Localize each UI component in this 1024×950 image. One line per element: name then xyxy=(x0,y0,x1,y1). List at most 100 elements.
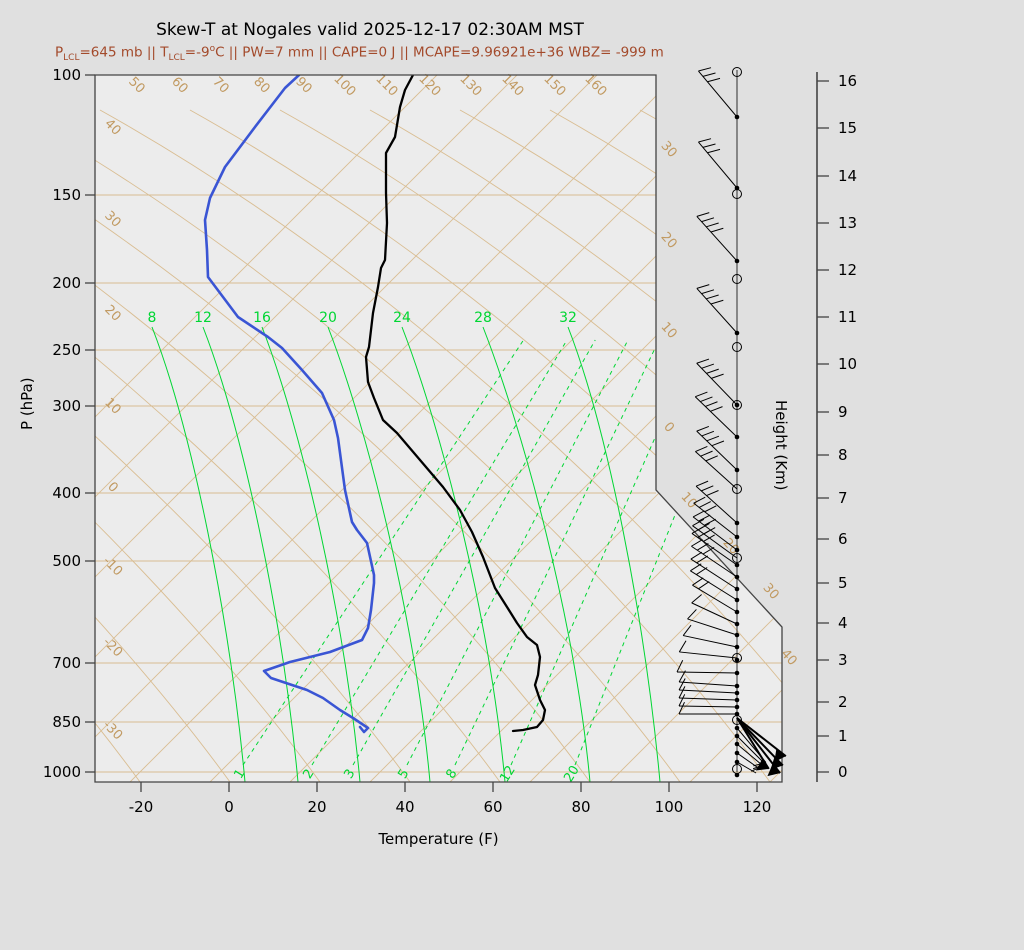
mixing-ratio-label: 20 xyxy=(561,763,582,785)
dry-adiabat-line xyxy=(189,109,782,782)
wind-station-dot xyxy=(734,741,740,747)
wind-barb xyxy=(678,640,738,659)
wind-station-dot xyxy=(734,621,740,627)
plot-frame xyxy=(94,74,783,783)
dry-adiabat-line xyxy=(95,109,231,782)
isotherm-line xyxy=(289,75,782,782)
dry-adiabat-line xyxy=(95,109,501,782)
height-tick-label: 3 xyxy=(838,651,848,669)
wind-station-circle xyxy=(732,553,742,563)
isotherm-line xyxy=(769,75,782,782)
dry-adiabat-line xyxy=(99,109,782,782)
isotherm-line xyxy=(449,75,782,782)
chart-title: Skew-T at Nogales valid 2025-12-17 02:30… xyxy=(156,20,584,40)
adiabat-label-right: 30 xyxy=(657,138,679,160)
wind-station-dot xyxy=(734,258,740,264)
wind-barb xyxy=(678,702,737,715)
y-tick-label: 150 xyxy=(52,186,81,204)
moist-adiabat-label: 32 xyxy=(559,310,577,326)
wind-station-dot xyxy=(734,114,740,120)
moist-adiabat-label: 24 xyxy=(393,310,411,326)
x-tick-label: -20 xyxy=(129,798,154,816)
wind-barb xyxy=(692,510,738,551)
x-tick-label: 120 xyxy=(743,798,772,816)
height-tick-label: 13 xyxy=(838,214,857,232)
y2-axis-title: Height (Km) xyxy=(772,400,790,491)
wind-barb xyxy=(682,624,738,648)
isotherm-line xyxy=(209,75,782,782)
isotherm-line xyxy=(95,75,438,782)
wind-barb xyxy=(695,445,738,490)
wind-station-dot xyxy=(734,750,740,756)
dry-adiabat-line xyxy=(95,109,681,782)
wind-barb xyxy=(691,539,738,578)
wind-station-dot xyxy=(734,733,740,739)
wind-barb xyxy=(736,735,766,770)
y-tick-label: 850 xyxy=(52,713,81,731)
wind-station-dot xyxy=(734,562,740,568)
x-tick-label: 20 xyxy=(307,798,326,816)
moist-adiabat-label: 12 xyxy=(194,310,212,326)
wind-station-dot xyxy=(734,330,740,336)
wind-station-dot xyxy=(734,547,740,553)
height-tick-label: 9 xyxy=(838,403,848,421)
wind-station-circle xyxy=(732,653,742,663)
height-tick-label: 7 xyxy=(838,489,848,507)
moist-adiabat-label: 16 xyxy=(253,310,271,326)
wind-station-dot xyxy=(734,609,740,615)
temperature-trace xyxy=(364,75,547,733)
moist-adiabat-label: 8 xyxy=(148,310,157,326)
wind-barb xyxy=(691,526,738,566)
x-tick-label: 40 xyxy=(395,798,414,816)
wind-station-circle xyxy=(732,715,742,725)
moist-adiabat-line xyxy=(567,326,661,782)
wind-station-dot xyxy=(734,597,740,603)
wind-station-circle xyxy=(732,400,742,410)
wind-barb xyxy=(736,752,760,769)
wind-station-dot xyxy=(734,574,740,580)
wind-barb xyxy=(696,212,738,262)
wind-barb xyxy=(687,609,738,636)
isotherm-line xyxy=(609,75,782,782)
wind-station-circle xyxy=(732,274,742,284)
wind-station-circle xyxy=(732,342,742,352)
dewpoint-trace xyxy=(203,75,376,734)
adiabat-label-diagonal: 10 xyxy=(677,489,699,511)
x-tick-label: 60 xyxy=(483,798,502,816)
isotherm-line xyxy=(95,75,758,782)
wind-barb xyxy=(698,138,738,189)
height-tick-label: 2 xyxy=(838,693,848,711)
wind-barb xyxy=(676,660,738,674)
moist-adiabat-label: 20 xyxy=(319,310,337,326)
wind-station-dot xyxy=(734,657,740,663)
height-tick-label: 11 xyxy=(838,308,857,326)
wind-barb xyxy=(693,496,738,538)
wind-station-dot xyxy=(734,402,740,408)
mixing-ratio-line xyxy=(311,339,568,766)
y-tick-label: 200 xyxy=(52,274,81,292)
wind-station-dot xyxy=(734,670,740,676)
moist-adiabat-line xyxy=(202,326,299,782)
wind-station-circle xyxy=(732,484,742,494)
adiabat-label-right: 0 xyxy=(660,420,677,436)
x-tick-label: 100 xyxy=(655,798,684,816)
adiabat-label-right: 20 xyxy=(657,229,679,251)
dry-adiabat-line xyxy=(820,110,1024,782)
wind-station-dot xyxy=(734,644,740,650)
moist-adiabat-line xyxy=(261,326,361,782)
moist-adiabat-label: 28 xyxy=(474,310,492,326)
dry-adiabat-line xyxy=(95,109,321,782)
wind-barb xyxy=(678,686,738,701)
wind-station-dot xyxy=(734,467,740,473)
wind-barb xyxy=(678,694,738,708)
height-tick-label: 1 xyxy=(838,727,848,745)
wind-station-circle xyxy=(732,67,742,77)
chart-subtitle: PLCL=645 mb || TLCL=-9oC || PW=7 mm || C… xyxy=(55,44,664,64)
wind-barb xyxy=(695,480,738,524)
y-tick-label: 100 xyxy=(52,66,81,84)
height-tick-label: 6 xyxy=(838,530,848,548)
wind-barb xyxy=(691,594,738,625)
x-tick-label: 0 xyxy=(224,798,234,816)
